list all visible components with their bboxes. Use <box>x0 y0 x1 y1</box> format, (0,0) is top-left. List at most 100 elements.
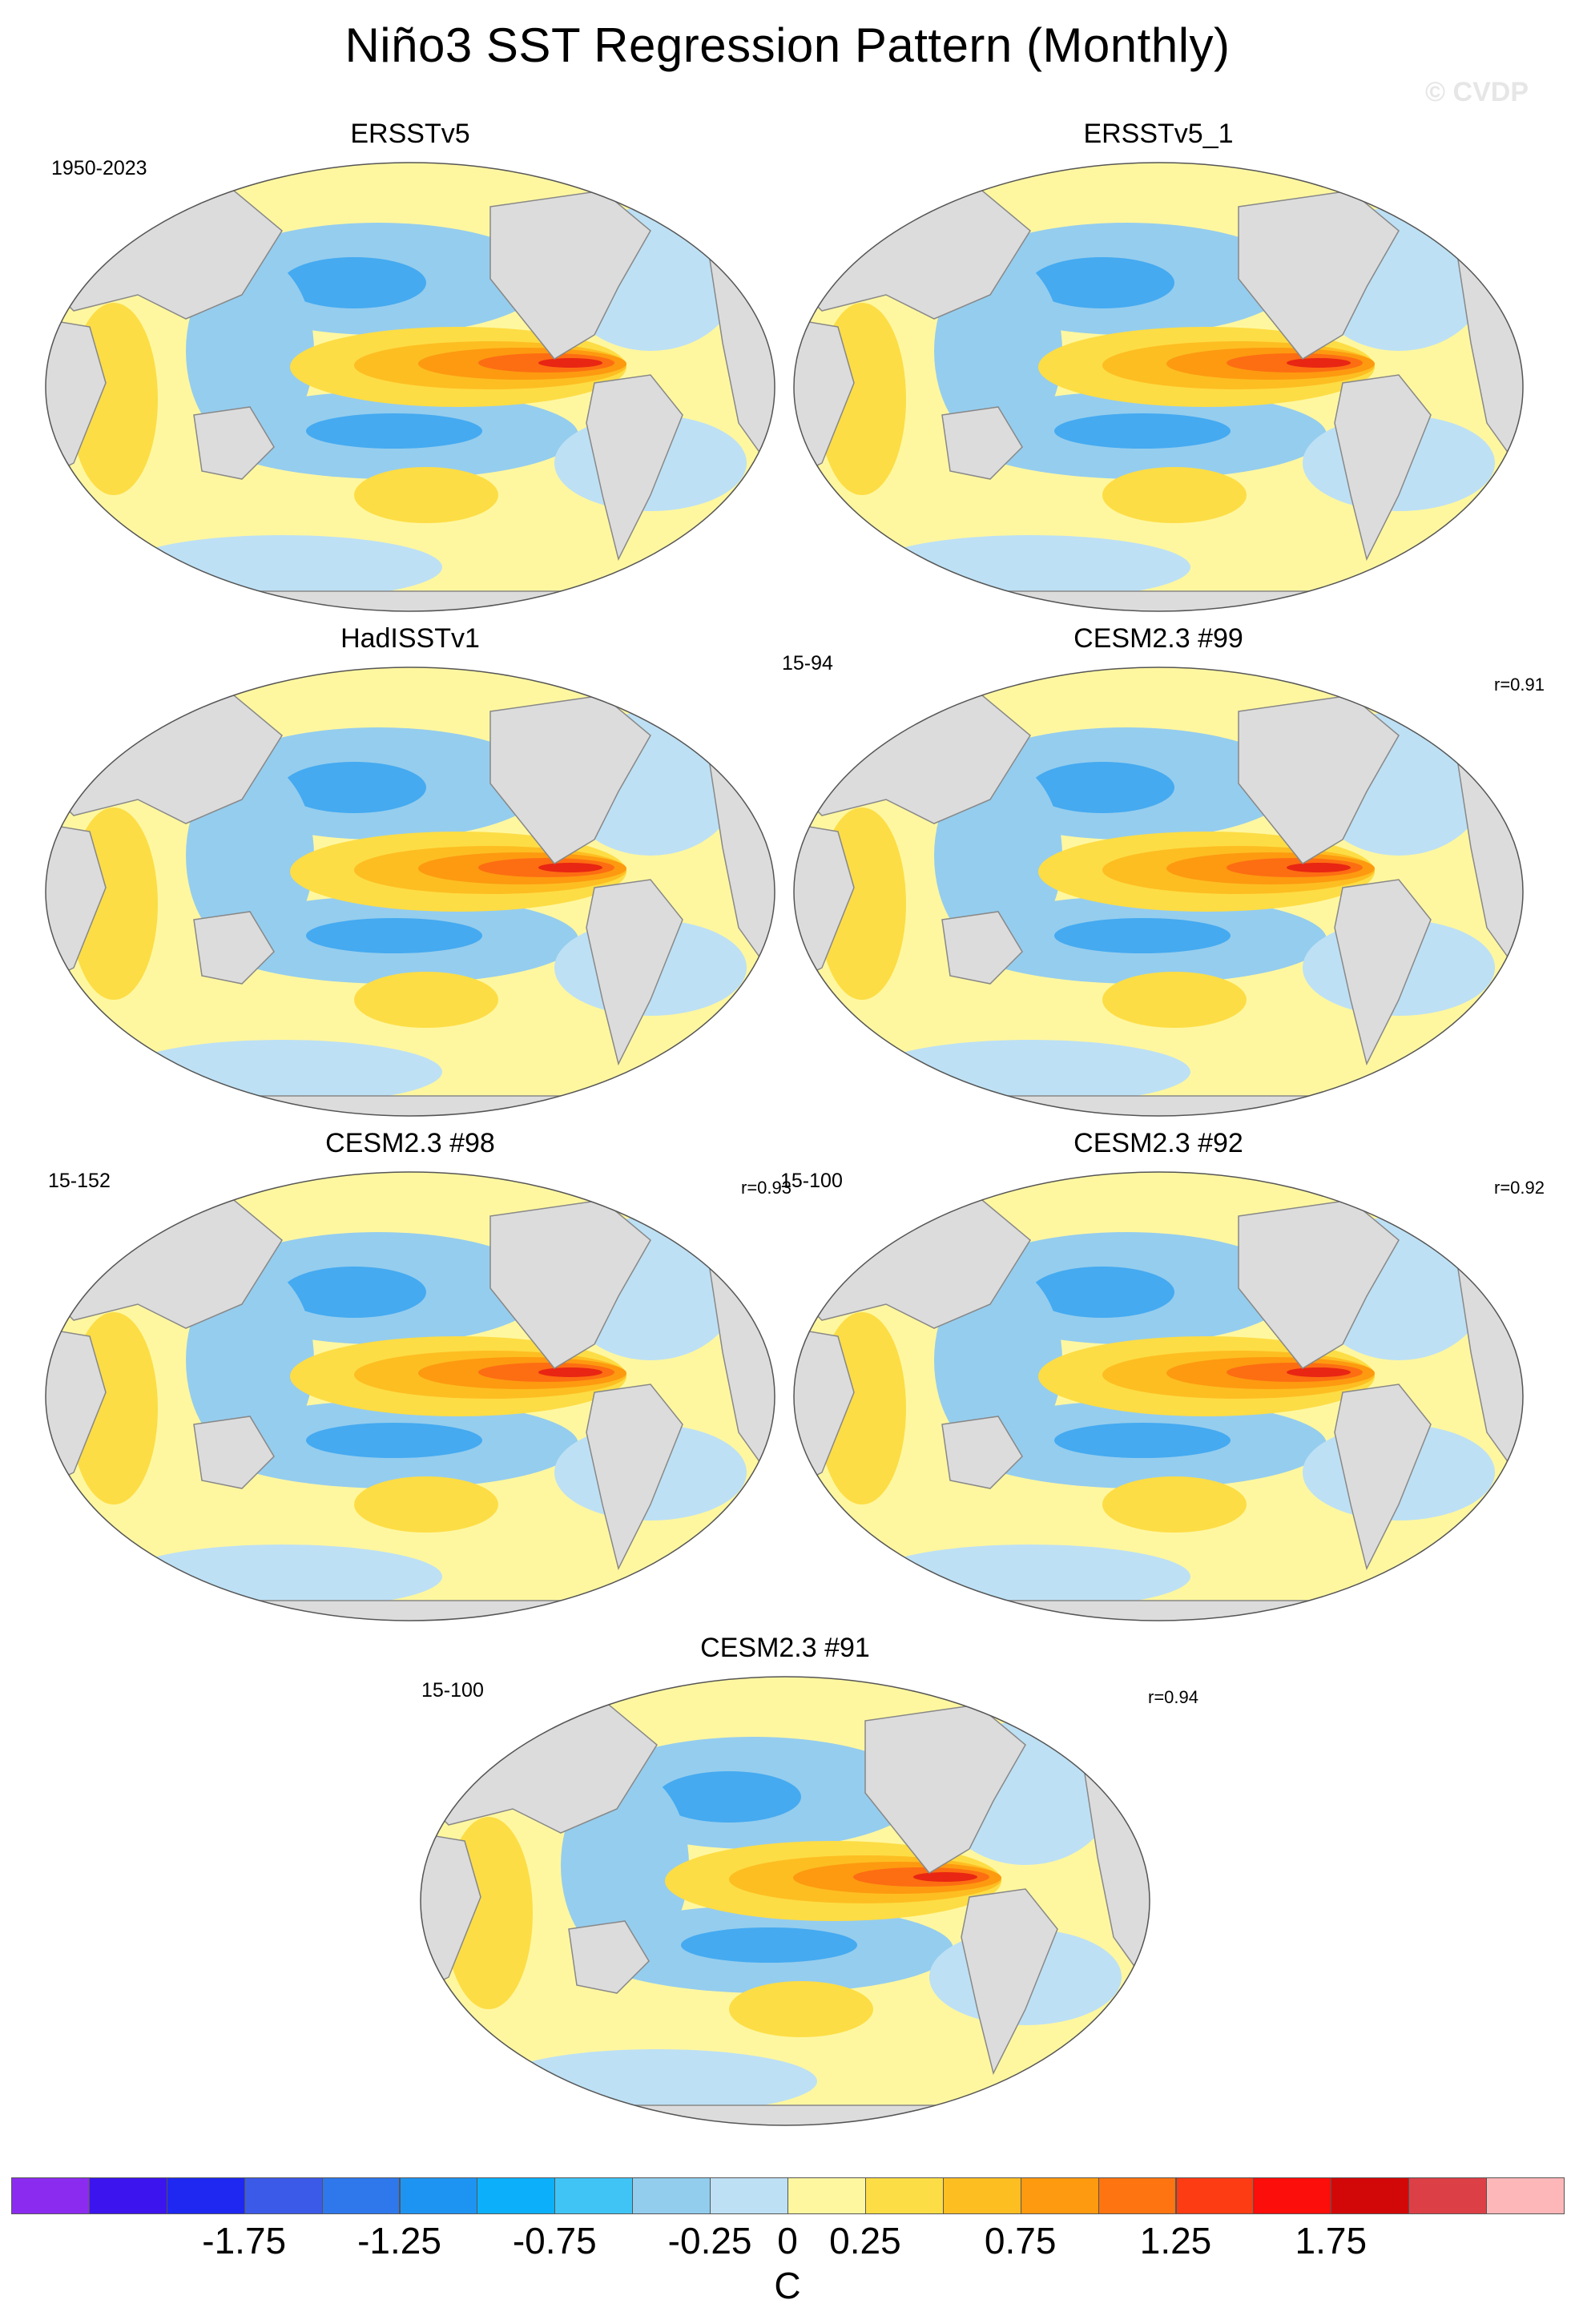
colorbar-box <box>1486 2177 1565 2214</box>
colorbar-box <box>477 2177 556 2214</box>
south-pacific-cold-core <box>306 1423 482 1458</box>
north-america-land <box>1238 190 1400 360</box>
panel-title: CESM2.3 #99 <box>1073 623 1243 654</box>
map-outline <box>793 1171 1524 1621</box>
north-pacific-cold-core <box>1030 1267 1174 1318</box>
south-pacific-cold-core <box>306 918 482 953</box>
australia-land <box>193 911 275 985</box>
map-outline <box>793 667 1524 1117</box>
southern-ocean-cool <box>870 1545 1190 1609</box>
figure-title: Niño3 SST Regression Pattern (Monthly) <box>344 18 1231 72</box>
southern-ocean-cool <box>497 2049 817 2113</box>
cvdp-watermark: © CVDP <box>1425 77 1529 107</box>
colorbar-box <box>1175 2177 1255 2214</box>
colorbar-box <box>88 2177 167 2214</box>
map-panel-cesm-99: CESM2.3 #99 15-94 r=0.91 <box>782 623 1545 1120</box>
australia-land <box>193 406 275 480</box>
colorbar-box <box>244 2177 323 2214</box>
map-panel-ersstv5: ERSSTv5 1950-2023 <box>42 119 779 615</box>
south-america-land <box>586 879 683 1066</box>
enso-peak <box>538 863 602 872</box>
panel-correlation: r=0.94 <box>1148 1687 1198 1707</box>
south-pacific-warm <box>729 1981 873 2037</box>
south-america-land <box>1334 879 1432 1066</box>
north-pacific-cold-core <box>282 1267 426 1318</box>
colorbar-tick-label: -1.25 <box>357 2220 441 2262</box>
panel-title: HadISSTv1 <box>340 623 480 654</box>
north-america-land <box>489 695 651 864</box>
south-pacific-warm <box>354 467 498 523</box>
africa-land <box>46 1327 107 1490</box>
panel-title: ERSSTv5 <box>350 119 470 149</box>
map-panel-ersstv5-1: ERSSTv5_1 <box>790 119 1527 615</box>
colorbar-box <box>788 2177 866 2214</box>
sst-regression-map <box>793 162 1524 612</box>
colorbar-box <box>864 2177 944 2214</box>
colorbar-box <box>11 2177 90 2214</box>
panel-title: CESM2.3 #92 <box>1073 1128 1243 1158</box>
panel-period: 15-94 <box>782 652 833 675</box>
map-outline <box>45 1171 775 1621</box>
enso-peak <box>913 1872 977 1882</box>
colorbar-box <box>1020 2177 1099 2214</box>
enso-peak <box>1287 358 1351 368</box>
map-panel-cesm-92: CESM2.3 #92 15-100 r=0.92 <box>780 1128 1545 1625</box>
colorbar-unit: C <box>774 2265 801 2306</box>
colorbar-box <box>1331 2177 1410 2214</box>
colorbar-tick-label: -1.75 <box>202 2220 287 2262</box>
south-pacific-warm <box>1102 467 1247 523</box>
southern-ocean-cool <box>870 535 1190 599</box>
colorbar-box <box>1098 2177 1177 2214</box>
north-america-land <box>1238 1199 1400 1369</box>
north-america-land <box>864 1704 1026 1874</box>
africa-land <box>46 823 107 985</box>
south-america-land <box>1334 374 1432 562</box>
enso-peak <box>538 1367 602 1377</box>
north-pacific-cold-core <box>282 762 426 813</box>
africa-land <box>794 1327 855 1490</box>
north-pacific-cold-core <box>282 257 426 308</box>
panel-title: ERSSTv5_1 <box>1083 119 1234 149</box>
africa-land <box>46 318 107 481</box>
map-outline <box>45 162 775 612</box>
panel-title: CESM2.3 #91 <box>700 1633 870 1663</box>
panel-period: 15-152 <box>48 1170 111 1192</box>
colorbar-box <box>710 2177 788 2214</box>
south-pacific-cold-core <box>1054 1423 1231 1458</box>
north-america-land <box>1238 695 1400 864</box>
south-pacific-warm <box>354 1476 498 1533</box>
panel-period: 1950-2023 <box>51 157 147 179</box>
colorbar <box>11 2177 1565 2216</box>
colorbar-tick-label: -0.25 <box>667 2220 752 2262</box>
map-outline <box>793 162 1524 612</box>
panel-period: 15-100 <box>780 1170 843 1192</box>
panel-correlation: r=0.92 <box>1494 1178 1545 1198</box>
australia-land <box>193 1416 275 1489</box>
panel-period: 15-100 <box>421 1679 484 1702</box>
north-pacific-cold-core <box>1030 762 1174 813</box>
southern-ocean-cool <box>122 1040 442 1104</box>
colorbar-tick-label: 0.25 <box>829 2220 901 2262</box>
map-panel-cesm-91: CESM2.3 #91 15-100 r=0.94 <box>417 1633 1198 2129</box>
colorbar-tick-label: 1.75 <box>1295 2220 1368 2262</box>
south-pacific-cold-core <box>1054 918 1231 953</box>
colorbar-box <box>399 2177 478 2214</box>
map-panel-cesm-98: CESM2.3 #98 15-152 r=0.93 <box>42 1128 792 1625</box>
south-america-land <box>1334 1384 1432 1571</box>
south-pacific-cold-core <box>1054 413 1231 449</box>
colorbar-tick-label: 1.25 <box>1139 2220 1212 2262</box>
panel-title: CESM2.3 #98 <box>325 1128 495 1158</box>
sst-regression-map <box>420 1676 1150 2126</box>
enso-peak <box>1287 1367 1351 1377</box>
colorbar-box <box>632 2177 711 2214</box>
africa-land <box>421 1832 481 1995</box>
australia-land <box>568 1920 650 1994</box>
panel-correlation: r=0.91 <box>1494 675 1545 695</box>
southern-ocean-cool <box>122 535 442 599</box>
map-panel-hadisstv1: HadISSTv1 <box>42 623 779 1120</box>
north-pacific-cold-core <box>657 1771 801 1823</box>
southern-ocean-cool <box>122 1545 442 1609</box>
north-pacific-cold-core <box>1030 257 1174 308</box>
map-outline <box>45 667 775 1117</box>
south-america-land <box>586 374 683 562</box>
